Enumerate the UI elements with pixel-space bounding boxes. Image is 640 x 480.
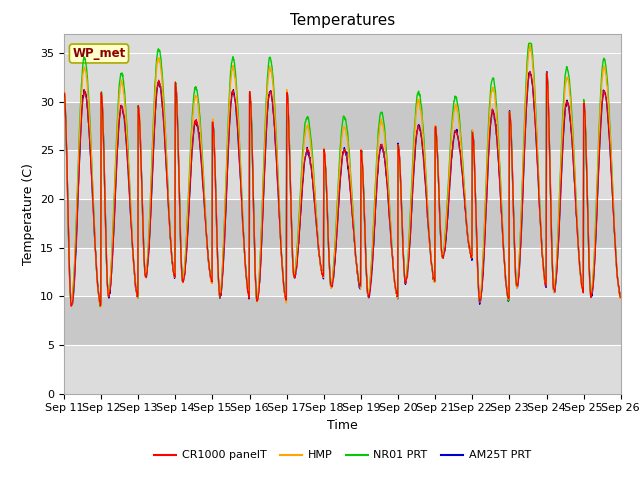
Title: Temperatures: Temperatures (290, 13, 395, 28)
Bar (64, 296, 621, 345)
Bar (64, 53, 621, 102)
Bar (64, 248, 621, 296)
Bar (64, 199, 621, 248)
Text: WP_met: WP_met (72, 47, 125, 60)
Bar (64, 102, 621, 150)
Bar (64, 150, 621, 199)
X-axis label: Time: Time (327, 419, 358, 432)
Legend: CR1000 panelT, HMP, NR01 PRT, AM25T PRT: CR1000 panelT, HMP, NR01 PRT, AM25T PRT (150, 446, 535, 465)
Bar (64, 345, 621, 394)
Y-axis label: Temperature (C): Temperature (C) (22, 163, 35, 264)
